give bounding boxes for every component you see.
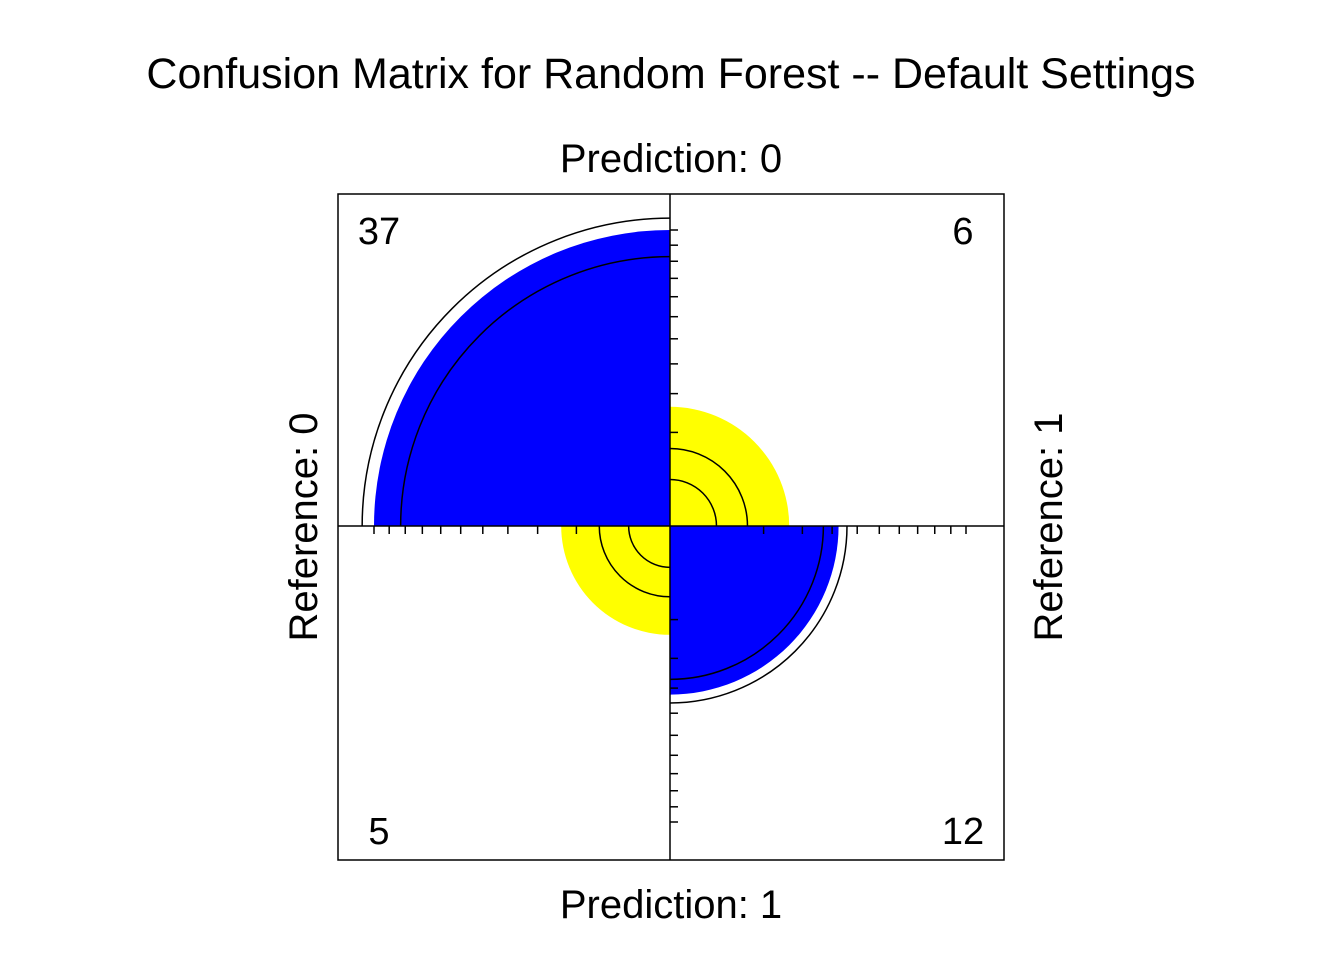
confidence-arc-outer-bottom-right: [669, 525, 848, 704]
confidence-arc-outer-top-left: [361, 217, 671, 527]
confidence-arc-outer-bottom-left: [598, 525, 671, 598]
cell-count-bottom-left: 5: [368, 811, 389, 853]
quadrant-sector-top-right: [670, 406, 790, 526]
ticks-layer: [373, 229, 967, 823]
confidence-arc-inner-top-left: [399, 255, 671, 527]
top-axis-label: Prediction: 0: [560, 137, 782, 181]
quadrants-layer: [361, 217, 848, 704]
confidence-arc-inner-bottom-left: [627, 525, 671, 569]
quadrant-sector-bottom-left: [561, 526, 670, 635]
confidence-arc-outer-top-right: [669, 447, 749, 527]
cell-count-top-left: 37: [358, 211, 400, 253]
left-axis-label: Reference: 0: [282, 412, 326, 641]
confidence-arc-inner-bottom-right: [669, 525, 825, 681]
quadrant-sector-bottom-right: [670, 526, 839, 695]
plot-frame: [337, 193, 1005, 861]
cell-count-bottom-right: 12: [942, 811, 984, 853]
confidence-arc-inner-top-right: [669, 478, 718, 527]
chart-title: Confusion Matrix for Random Forest -- De…: [146, 50, 1195, 98]
right-axis-label: Reference: 1: [1027, 412, 1071, 641]
cell-count-top-right: 6: [952, 211, 973, 253]
bottom-axis-label: Prediction: 1: [560, 883, 782, 927]
quadrant-sector-top-left: [374, 230, 670, 526]
